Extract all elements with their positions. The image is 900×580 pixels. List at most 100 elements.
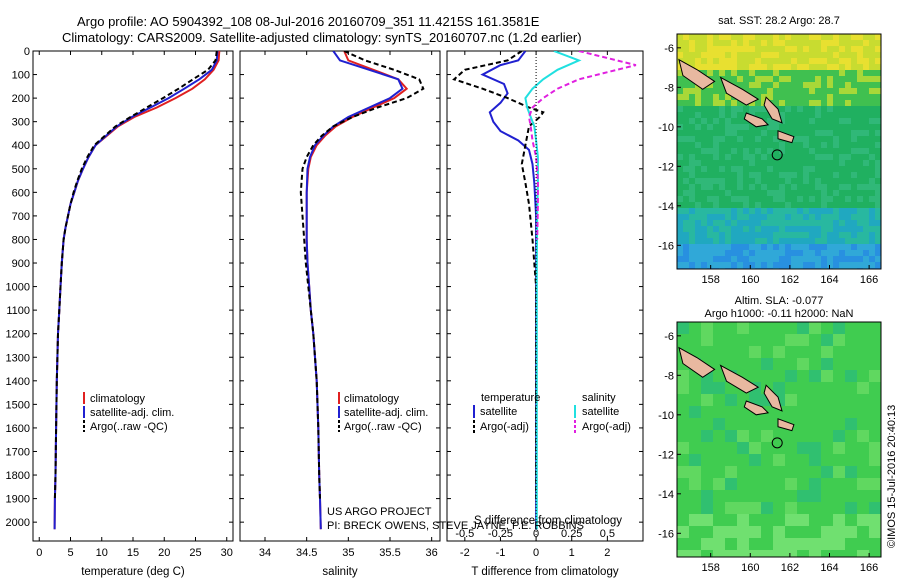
map-cell (869, 34, 875, 40)
map-cell (833, 322, 845, 334)
map-cell (689, 112, 695, 118)
map-cell (725, 490, 737, 502)
map-cell (683, 166, 689, 172)
map-cell (725, 118, 731, 124)
map-cell (839, 232, 845, 238)
map-cell (839, 136, 845, 142)
map-cell (695, 250, 701, 256)
map-cell (731, 238, 737, 244)
map-cell (851, 64, 857, 70)
map-cell (737, 40, 743, 46)
map-cell (779, 76, 785, 82)
map-cell (677, 190, 683, 196)
map-cell (809, 106, 815, 112)
map-cell (749, 58, 755, 64)
y-tick-label: 200 (12, 93, 30, 105)
map-cell (731, 160, 737, 166)
y-tick-label: -14 (658, 201, 674, 213)
map-cell (809, 172, 815, 178)
map-cell (791, 130, 797, 136)
map-cell (737, 256, 743, 262)
map-cell (767, 232, 773, 238)
legend-climatology: climatology (90, 393, 146, 405)
map-cell (689, 466, 701, 478)
map-cell (701, 466, 713, 478)
map-cell (833, 70, 839, 76)
map-cell (821, 34, 827, 40)
argo-float-marker (771, 437, 783, 449)
map-cell (857, 382, 869, 394)
map-cell (815, 94, 821, 100)
map-cell (755, 148, 761, 154)
map-cell (737, 64, 743, 70)
map-cell (737, 130, 743, 136)
map-cell (863, 136, 869, 142)
map-cell (863, 70, 869, 76)
map-cell (707, 64, 713, 70)
map-cell (833, 262, 839, 268)
map-cell (851, 82, 857, 88)
map-cell (749, 538, 761, 550)
map-cell (725, 502, 737, 514)
map-cell (857, 244, 863, 250)
map-cell (803, 262, 809, 268)
map-cell (809, 208, 815, 214)
map-cell (695, 46, 701, 52)
map-cell (767, 172, 773, 178)
map-cell (821, 334, 833, 346)
map-cell (785, 526, 797, 538)
map-cell (719, 88, 725, 94)
map-cell (875, 178, 881, 184)
map-cell (737, 526, 749, 538)
map-cell (803, 160, 809, 166)
map-cell (707, 130, 713, 136)
map-cell (851, 76, 857, 82)
map-cell (869, 232, 875, 238)
map-cell (737, 100, 743, 106)
map-cell (863, 124, 869, 130)
map-cell (797, 214, 803, 220)
map-cell (821, 100, 827, 106)
sst-map-frame (676, 33, 882, 270)
map-cell (809, 118, 815, 124)
map-cell (869, 202, 875, 208)
x-tick-label: 5 (67, 547, 73, 559)
map-cell (779, 70, 785, 76)
map-cell (761, 106, 767, 112)
map-cell (815, 196, 821, 202)
x-tick-label: 164 (820, 562, 838, 574)
map-cell (695, 196, 701, 202)
map-cell (833, 244, 839, 250)
map-cell (809, 154, 815, 160)
map-cell (689, 490, 701, 502)
map-cell (767, 46, 773, 52)
map-cell (821, 244, 827, 250)
map-cell (677, 430, 689, 442)
map-cell (851, 160, 857, 166)
map-cell (857, 430, 869, 442)
map-cell (869, 418, 881, 430)
map-cell (839, 184, 845, 190)
map-cell (713, 178, 719, 184)
map-cell (737, 454, 749, 466)
map-cell (749, 442, 761, 454)
map-cell (809, 538, 821, 550)
map-cell (827, 124, 833, 130)
map-cell (695, 172, 701, 178)
map-cell (821, 346, 833, 358)
map-cell (761, 442, 773, 454)
map-cell (749, 190, 755, 196)
map-cell (749, 358, 761, 370)
map-cell (779, 178, 785, 184)
map-cell (779, 112, 785, 118)
map-cell (779, 208, 785, 214)
map-cell (857, 478, 869, 490)
map-cell (815, 118, 821, 124)
map-cell (761, 172, 767, 178)
map-cell (677, 490, 689, 502)
map-cell (773, 46, 779, 52)
map-cell (713, 250, 719, 256)
map-cell (803, 166, 809, 172)
map-cell (767, 142, 773, 148)
map-cell (785, 442, 797, 454)
